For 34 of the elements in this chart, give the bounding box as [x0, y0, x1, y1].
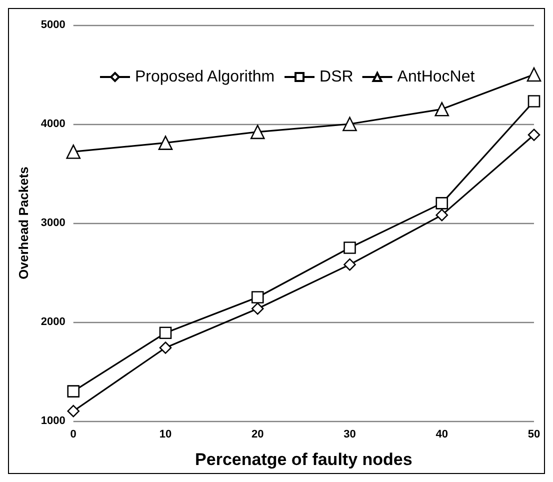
- y-tick-label: 5000: [40, 19, 66, 31]
- x-tick-label: 0: [70, 428, 76, 440]
- y-tick-label: 2000: [40, 316, 66, 328]
- point: [528, 95, 540, 108]
- point: [344, 258, 356, 271]
- point: [342, 116, 357, 132]
- legend-label: AntHocNet: [397, 68, 476, 86]
- y-axis-title: Overhead Packets: [16, 166, 31, 280]
- x-axis-title: Percenatge of faulty nodes: [195, 450, 412, 469]
- x-tick-label: 10: [159, 428, 172, 440]
- point: [436, 208, 448, 222]
- legend-label: DSR: [320, 68, 354, 86]
- point: [159, 342, 172, 354]
- y-tick-label: 1000: [40, 415, 66, 427]
- point: [158, 136, 173, 150]
- y-tick-label: 3000: [40, 217, 66, 229]
- x-tick-label: 40: [436, 428, 448, 440]
- point: [436, 197, 448, 210]
- point: [251, 291, 264, 304]
- legend-label: Proposed Algorithm: [135, 68, 275, 86]
- x-tick-label: 30: [344, 428, 356, 440]
- point: [67, 385, 80, 398]
- x-tick-label: 50: [528, 428, 540, 440]
- x-tick-label: 20: [251, 428, 264, 440]
- point: [67, 404, 80, 418]
- point: [159, 326, 172, 340]
- point: [250, 124, 265, 140]
- point: [526, 67, 542, 82]
- point: [528, 128, 540, 142]
- y-tick-label: 4000: [40, 118, 66, 130]
- point: [434, 102, 450, 116]
- point: [251, 302, 264, 315]
- point: [344, 242, 356, 254]
- point: [66, 144, 81, 159]
